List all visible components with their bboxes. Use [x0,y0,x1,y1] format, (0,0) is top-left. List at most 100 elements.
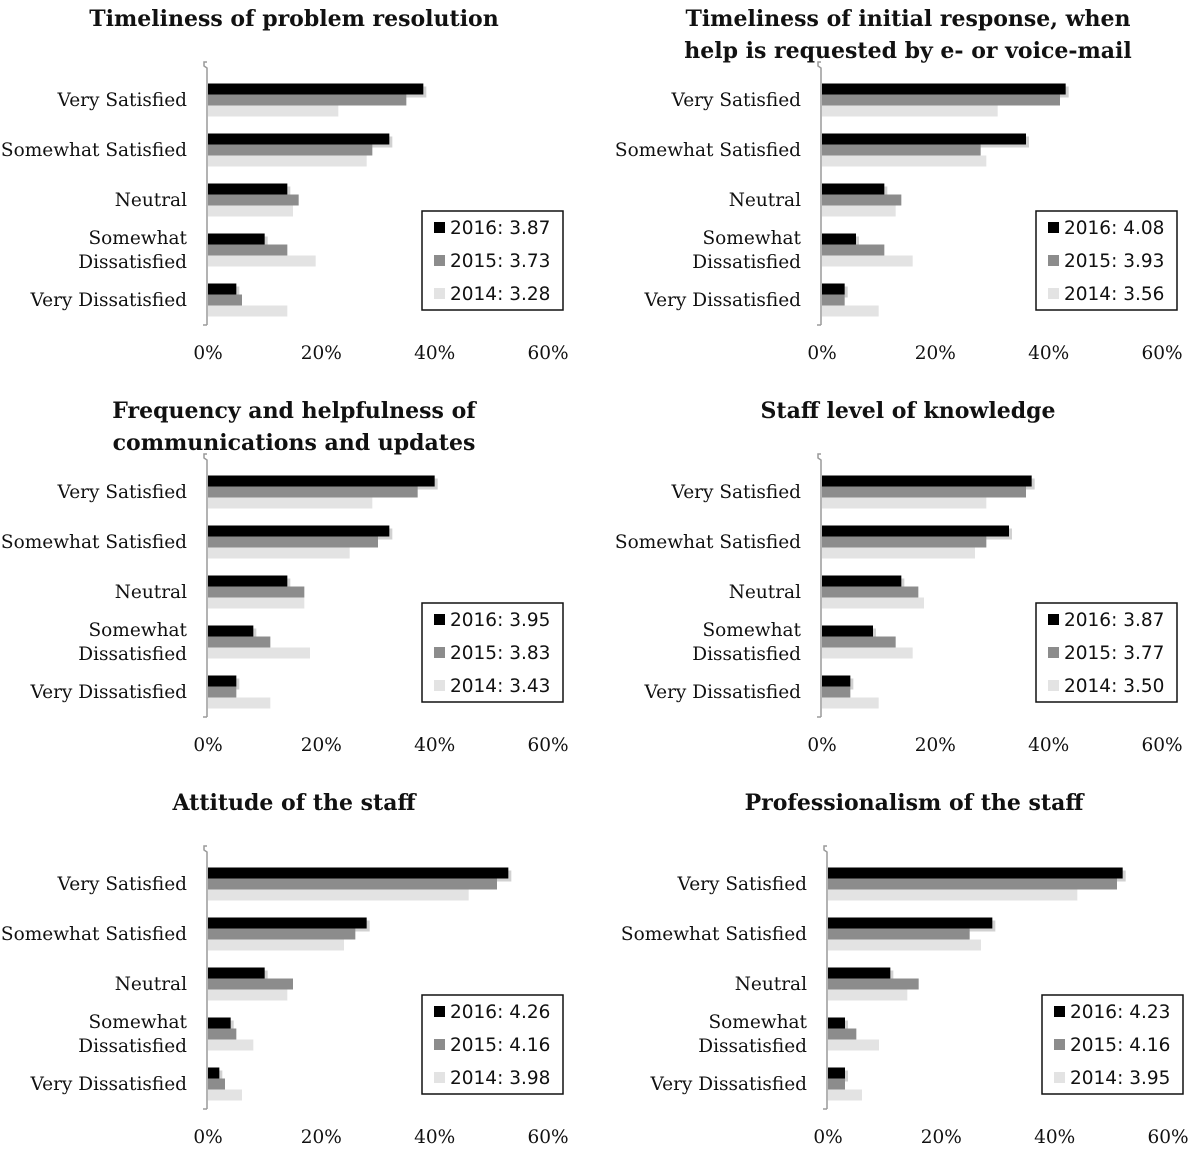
bar-2016-somewhat-dissatisfied [208,625,254,637]
bar-2014-very-dissatisfied [208,305,288,317]
bar-2015-somewhat-satisfied [208,928,356,940]
legend-label-2016: 2016: 4.23 [1070,1002,1170,1023]
bar-2014-somewhat-dissatisfied [208,255,316,267]
bar-2014-somewhat-dissatisfied [208,1039,254,1051]
bar-2015-somewhat-dissatisfied [822,244,885,256]
x-tick-label: 40% [1028,343,1069,364]
legend-swatch-2014 [1054,1072,1065,1083]
chart-title-line: Staff level of knowledge [761,398,1056,424]
bar-2016-neutral [208,575,288,587]
category-label: Very Satisfied [671,90,802,111]
legend-swatch-2016 [1048,222,1059,233]
chart-staff-knowledge: Staff level of knowledge Very Satisfied So… [615,398,1183,756]
category-label: Dissatisfied [692,644,801,665]
bar-2016-somewhat-satisfied [208,525,390,537]
x-tick-label: 20% [915,735,956,756]
category-label: Somewhat Satisfied [621,924,807,945]
x-tick-label: 60% [1141,343,1182,364]
chart-staff-attitude: Attitude of the staff Very Satisfied Somew… [1,790,569,1148]
category-label: Somewhat Satisfied [615,140,801,161]
category-label: Neutral [115,582,187,603]
bar-2015-neutral [208,978,293,990]
category-label: Very Dissatisfied [649,1074,807,1095]
category-label: Somewhat Satisfied [1,140,187,161]
bar-2015-somewhat-dissatisfied [208,1028,237,1040]
y-axis-line [203,845,208,1109]
legend-swatch-2015 [434,1039,445,1050]
chart-title-line: help is requested by e- or voice-mail [684,38,1131,64]
bar-2016-somewhat-satisfied [822,525,1009,537]
bar-2015-very-dissatisfied [828,1078,845,1090]
legend-swatch-2016 [434,614,445,625]
legend-swatch-2014 [434,1072,445,1083]
bar-2014-very-satisfied [822,497,987,509]
bar-2015-very-dissatisfied [822,294,845,306]
category-label: Very Dissatisfied [29,682,187,703]
legend-label-2015: 2015: 3.77 [1064,643,1164,664]
category-label: Neutral [115,190,187,211]
bar-2014-very-dissatisfied [208,1089,242,1101]
category-label: Neutral [115,974,187,995]
bar-2015-very-satisfied [822,94,1060,106]
bar-2016-very-dissatisfied [208,283,237,295]
bar-2014-very-dissatisfied [208,697,271,709]
legend-label-2015: 2015: 4.16 [450,1035,550,1056]
bar-2015-very-dissatisfied [208,294,242,306]
bar-2016-very-dissatisfied [828,1067,845,1079]
bar-2014-somewhat-dissatisfied [828,1039,879,1051]
bar-2015-very-satisfied [828,878,1117,890]
bar-2014-neutral [822,597,924,609]
x-tick-label: 20% [921,1127,962,1148]
legend-swatch-2016 [434,222,445,233]
legend-swatch-2014 [434,680,445,691]
category-label: Very Satisfied [57,874,188,895]
legend-box [1035,602,1178,703]
legend-label-2014: 2014: 3.50 [1064,676,1164,697]
chart-timeliness-initial-response: Timeliness of initial response, when help… [615,6,1183,364]
x-tick-label: 60% [527,343,568,364]
category-label: Dissatisfied [698,1036,807,1057]
chart-title-line: Frequency and helpfulness of [112,398,477,424]
bar-2014-somewhat-satisfied [208,547,350,559]
legend-swatch-2016 [1048,614,1059,625]
category-label: Neutral [729,190,801,211]
chart-timeliness-resolution: Timeliness of problem resolution Very Sat… [1,6,569,364]
bar-2015-very-satisfied [208,878,497,890]
legend-label-2016: 2016: 3.95 [450,610,550,631]
category-label: Neutral [729,582,801,603]
y-axis-line [203,61,208,325]
chart-panel-staff-attitude: Attitude of the staff Very Satisfied Somew… [0,784,595,1176]
chart-panel-timeliness-resolution: Timeliness of problem resolution Very Sat… [0,0,595,392]
category-label: Very Satisfied [671,482,802,503]
bar-2014-somewhat-satisfied [208,155,367,167]
x-tick-label: 60% [1147,1127,1188,1148]
bar-2016-very-dissatisfied [822,675,851,687]
bar-2015-somewhat-satisfied [828,928,970,940]
bar-2014-very-dissatisfied [828,1089,862,1101]
legend-label-2016: 2016: 3.87 [1064,610,1164,631]
x-tick-label: 0% [813,1127,842,1148]
category-label: Somewhat [708,1012,807,1033]
bar-2014-somewhat-satisfied [208,939,344,951]
legend-box [1035,210,1178,311]
bar-2015-very-dissatisfied [208,686,237,698]
legend-label-2016: 2016: 4.08 [1064,218,1164,239]
category-label: Very Satisfied [57,90,188,111]
legend-box [421,994,564,1095]
category-label: Somewhat Satisfied [1,924,187,945]
x-tick-label: 60% [527,735,568,756]
legend-label-2016: 2016: 3.87 [450,218,550,239]
bar-2016-somewhat-dissatisfied [208,233,265,245]
chart-communications: Frequency and helpfulness of communicatio… [1,398,569,756]
legend-label-2015: 2015: 3.73 [450,251,550,272]
bar-2014-very-dissatisfied [822,697,879,709]
bar-2015-neutral [822,586,919,598]
bar-2015-neutral [208,194,299,206]
category-label: Very Dissatisfied [643,290,801,311]
x-tick-label: 40% [414,1127,455,1148]
bar-2014-neutral [208,205,293,217]
bar-2016-very-dissatisfied [208,675,237,687]
x-tick-label: 60% [1141,735,1182,756]
category-label: Dissatisfied [692,252,801,273]
bar-2015-somewhat-satisfied [208,536,378,548]
